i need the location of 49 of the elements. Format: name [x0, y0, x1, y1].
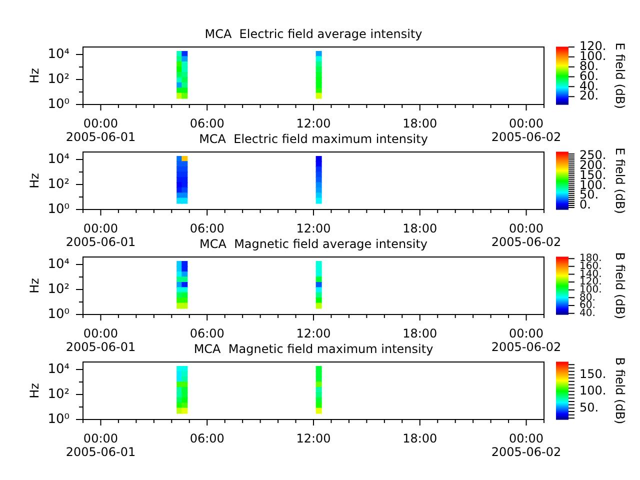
- x-tick-label: 12:00: [296, 222, 331, 236]
- y-tick-label: 10²: [48, 282, 70, 297]
- color-bar-title: E field (dB): [612, 148, 627, 214]
- x-tick-label: 06:00: [190, 432, 224, 446]
- y-axis-title: Hz: [28, 173, 42, 188]
- x-tick-label: 06:00: [190, 326, 224, 341]
- color-bar-label: 0.: [580, 198, 591, 212]
- x-tick-label: 00:00 2005-06-01: [66, 222, 136, 249]
- chart-title: MCA Electric field average intensity: [204, 27, 422, 42]
- chart-title: MCA Magnetic field average intensity: [199, 237, 428, 252]
- y-tick-label: 10⁰: [48, 202, 70, 217]
- y-tick-label: 10⁰: [48, 96, 70, 112]
- x-tick-label: 18:00: [402, 432, 438, 446]
- color-bar-label: 50.: [580, 400, 599, 414]
- color-bar-title: E field (dB): [612, 42, 627, 109]
- y-tick-label: 10⁴: [48, 362, 70, 377]
- chart-title: MCA Electric field maximum intensity: [199, 132, 428, 146]
- x-tick-label: 00:00 2005-06-01: [66, 116, 136, 144]
- x-tick-label: 18:00: [402, 116, 438, 131]
- x-tick-label: 18:00: [402, 326, 438, 341]
- color-bar-label: 150.: [580, 366, 606, 381]
- y-axis-title: Hz: [28, 68, 42, 84]
- y-tick-label: 10⁴: [48, 46, 70, 62]
- y-axis-title: Hz: [28, 278, 42, 294]
- color-bar-title: B field (dB): [612, 252, 627, 320]
- x-tick-label: 00:00 2005-06-02: [491, 116, 562, 144]
- color-bar-label: 20.: [580, 88, 599, 103]
- color-bar-title: B field (dB): [612, 357, 627, 424]
- x-tick-label: 00:00 2005-06-01: [66, 432, 136, 459]
- x-tick-label: 00:00 2005-06-01: [66, 326, 136, 354]
- x-tick-label: 00:00 2005-06-02: [491, 222, 562, 249]
- x-tick-label: 06:00: [190, 222, 224, 236]
- color-bar-label: 100.: [580, 384, 606, 398]
- x-tick-label: 06:00: [190, 116, 224, 131]
- y-tick-label: 10²: [48, 176, 70, 192]
- y-tick-label: 10²: [48, 72, 70, 87]
- x-tick-label: 12:00: [296, 432, 331, 446]
- y-tick-label: 10⁴: [48, 152, 70, 167]
- x-tick-label: 00:00 2005-06-02: [491, 326, 562, 354]
- x-tick-label: 00:00 2005-06-02: [491, 432, 562, 459]
- y-tick-label: 10⁴: [48, 256, 70, 272]
- y-tick-label: 10²: [48, 386, 70, 402]
- y-axis-title: Hz: [28, 383, 42, 398]
- x-tick-label: 12:00: [296, 326, 331, 341]
- x-tick-label: 12:00: [296, 116, 331, 131]
- chart-title: MCA Magnetic field maximum intensity: [194, 342, 434, 356]
- y-tick-label: 10⁰: [48, 306, 70, 322]
- x-tick-label: 18:00: [402, 222, 438, 236]
- y-tick-label: 10⁰: [48, 412, 70, 427]
